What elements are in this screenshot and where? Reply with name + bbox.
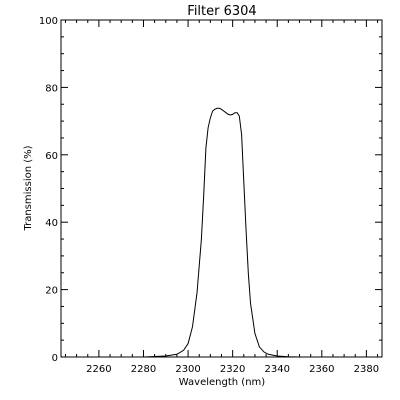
y-tick-label: 40 [45,218,58,229]
y-tick-label: 60 [45,151,58,162]
x-tick-label: 2300 [175,364,200,375]
y-tick-label: 20 [45,286,58,297]
x-tick-label: 2280 [131,364,156,375]
y-axis-label: Transmission (%) [23,145,34,231]
x-axis-label: Wavelength (nm) [179,377,265,388]
x-tick-label: 2380 [354,364,379,375]
x-tick-label: 2320 [220,364,245,375]
transmission-curve [143,107,300,358]
y-tick-label: 100 [39,16,58,27]
chart-title: Filter 6304 [187,4,256,19]
y-tick-label: 80 [45,83,58,94]
x-axis: 2260 2280 2300 2320 2340 2360 2380 [64,20,379,375]
x-tick-label: 2260 [86,364,111,375]
y-axis: 0 20 40 60 80 100 [39,16,382,364]
y-tick-label: 0 [52,353,58,364]
x-tick-label: 2360 [309,364,334,375]
plot-frame [60,19,383,358]
x-tick-label: 2340 [265,364,290,375]
